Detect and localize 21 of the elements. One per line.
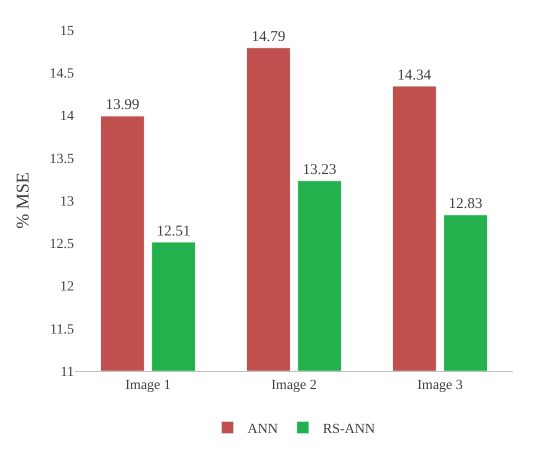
x-tick-label: Image 2 [271,378,317,393]
y-tick-label: 13.5 [50,152,74,167]
y-tick-label: 13 [60,194,74,210]
x-tick-label: Image 1 [125,378,171,393]
y-tick-label: 14.5 [50,66,74,82]
y-tick-label: 11.5 [50,322,74,338]
y-tick-label: 15 [60,24,74,39]
y-tick-label: 14 [60,109,74,124]
y-axis-title: % MSE [12,172,33,229]
data-label: 13.23 [302,162,336,178]
data-label: 14.34 [397,67,432,84]
data-label: 14.79 [252,28,286,45]
data-label: 12.51 [156,223,190,240]
legend-label: ANN [248,422,278,437]
data-label: 12.83 [448,196,482,212]
y-tick-label: 12 [60,280,74,295]
y-tick-label: 12.5 [50,237,74,252]
x-tick-label: Image 3 [417,378,463,393]
y-tick-label: 11 [60,364,74,380]
data-label: 13.99 [106,97,140,114]
legend-label: RS-ANN [322,422,375,437]
